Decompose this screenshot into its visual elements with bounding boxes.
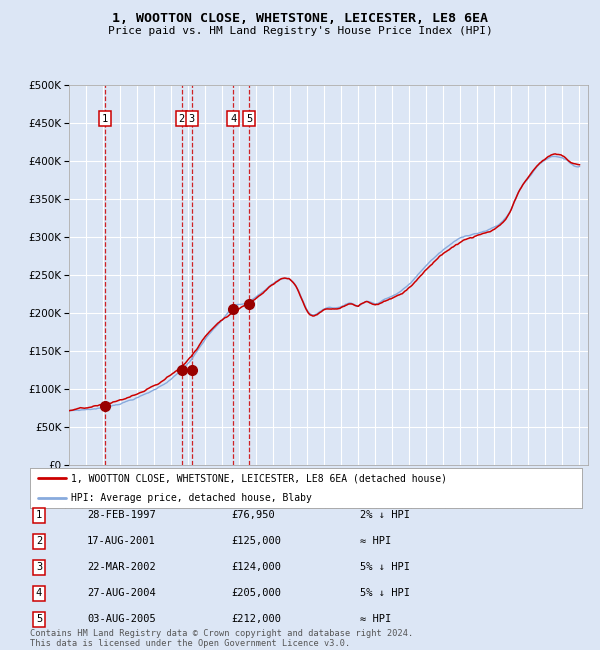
Text: £76,950: £76,950 — [231, 510, 275, 521]
Text: 2024: 2024 — [558, 486, 567, 508]
Text: 22-MAR-2002: 22-MAR-2002 — [87, 562, 156, 573]
Text: 2018: 2018 — [456, 486, 465, 508]
Text: 1, WOOTTON CLOSE, WHETSTONE, LEICESTER, LE8 6EA: 1, WOOTTON CLOSE, WHETSTONE, LEICESTER, … — [112, 12, 488, 25]
Text: 2000: 2000 — [149, 486, 158, 508]
Text: 2020: 2020 — [490, 486, 499, 508]
Text: 2010: 2010 — [320, 486, 329, 508]
Text: 2025: 2025 — [575, 486, 584, 508]
Text: £125,000: £125,000 — [231, 536, 281, 547]
Text: 2014: 2014 — [388, 486, 397, 508]
Text: 3: 3 — [36, 562, 42, 573]
Text: 03-AUG-2005: 03-AUG-2005 — [87, 614, 156, 625]
Text: 3: 3 — [189, 114, 195, 124]
Text: 5% ↓ HPI: 5% ↓ HPI — [360, 562, 410, 573]
Text: 2009: 2009 — [303, 486, 312, 508]
Text: 2013: 2013 — [371, 486, 380, 508]
Text: 2007: 2007 — [269, 486, 278, 508]
Text: 2006: 2006 — [251, 486, 260, 508]
Text: 2005: 2005 — [235, 486, 244, 508]
Text: 2012: 2012 — [354, 486, 363, 508]
Text: 2011: 2011 — [337, 486, 346, 508]
Text: 1998: 1998 — [116, 486, 125, 508]
Text: Price paid vs. HM Land Registry's House Price Index (HPI): Price paid vs. HM Land Registry's House … — [107, 26, 493, 36]
Text: £124,000: £124,000 — [231, 562, 281, 573]
Text: 2001: 2001 — [167, 486, 176, 508]
Text: 2022: 2022 — [524, 486, 533, 508]
Text: 2: 2 — [36, 536, 42, 547]
Text: 4: 4 — [36, 588, 42, 599]
Text: 2019: 2019 — [473, 486, 482, 508]
Text: 2023: 2023 — [541, 486, 550, 508]
Text: 1997: 1997 — [98, 486, 107, 508]
Text: 2016: 2016 — [422, 486, 431, 508]
Text: ≈ HPI: ≈ HPI — [360, 536, 391, 547]
Text: 4: 4 — [230, 114, 236, 124]
Text: 2003: 2003 — [200, 486, 209, 508]
Text: 5: 5 — [36, 614, 42, 625]
Text: 1: 1 — [36, 510, 42, 521]
Text: 5% ↓ HPI: 5% ↓ HPI — [360, 588, 410, 599]
Text: 2004: 2004 — [218, 486, 227, 508]
Text: HPI: Average price, detached house, Blaby: HPI: Average price, detached house, Blab… — [71, 493, 312, 503]
Text: 1999: 1999 — [133, 486, 142, 508]
Text: 2008: 2008 — [286, 486, 295, 508]
Text: 1: 1 — [102, 114, 108, 124]
Text: £212,000: £212,000 — [231, 614, 281, 625]
Text: 28-FEB-1997: 28-FEB-1997 — [87, 510, 156, 521]
Text: 2% ↓ HPI: 2% ↓ HPI — [360, 510, 410, 521]
Text: 2021: 2021 — [507, 486, 516, 508]
Text: 2017: 2017 — [439, 486, 448, 508]
Text: 17-AUG-2001: 17-AUG-2001 — [87, 536, 156, 547]
Text: 2002: 2002 — [184, 486, 193, 508]
Text: £205,000: £205,000 — [231, 588, 281, 599]
Text: Contains HM Land Registry data © Crown copyright and database right 2024.
This d: Contains HM Land Registry data © Crown c… — [30, 629, 413, 648]
Text: 27-AUG-2004: 27-AUG-2004 — [87, 588, 156, 599]
Text: 2015: 2015 — [405, 486, 414, 508]
Text: 1, WOOTTON CLOSE, WHETSTONE, LEICESTER, LE8 6EA (detached house): 1, WOOTTON CLOSE, WHETSTONE, LEICESTER, … — [71, 473, 448, 483]
Text: 5: 5 — [246, 114, 252, 124]
Text: ≈ HPI: ≈ HPI — [360, 614, 391, 625]
Text: 1995: 1995 — [65, 486, 74, 508]
Text: 1996: 1996 — [82, 486, 91, 508]
Text: 2: 2 — [179, 114, 185, 124]
